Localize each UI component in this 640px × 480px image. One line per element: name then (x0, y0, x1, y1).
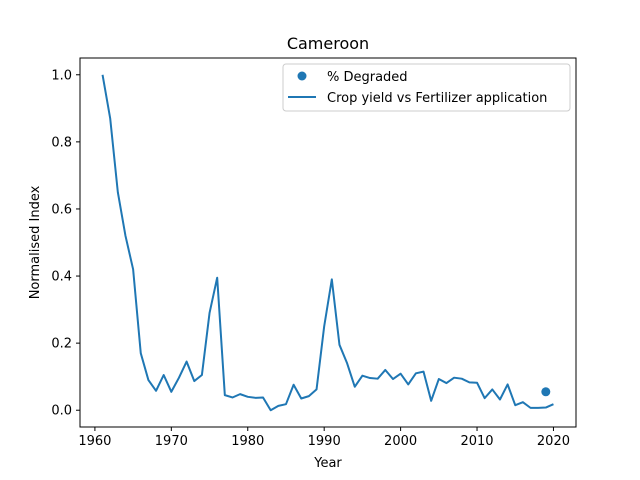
x-axis-label: Year (313, 456, 342, 471)
x-tick-label: 1960 (78, 434, 111, 449)
axes-frame (79, 57, 577, 428)
chart-title: Cameroon (287, 34, 369, 53)
y-tick-label: 0.0 (51, 404, 72, 419)
x-tick-label: 2020 (537, 434, 570, 449)
legend-marker-degraded (297, 71, 307, 81)
series-line-crop-yield (101, 74, 554, 412)
y-axis: 0.0 0.2 0.4 0.6 0.8 1.0 (51, 68, 80, 419)
x-tick-label: 1980 (231, 434, 264, 449)
y-axis-label: Normalised Index (28, 185, 43, 299)
legend-label-crop-yield: Crop yield vs Fertilizer application (327, 91, 547, 106)
x-tick-label: 2010 (460, 434, 493, 449)
y-tick-label: 0.2 (51, 337, 72, 352)
legend: % Degraded Crop yield vs Fertilizer appl… (282, 63, 571, 112)
scatter-point-degraded (541, 387, 551, 397)
y-tick-label: 1.0 (51, 68, 72, 83)
x-tick-label: 2000 (384, 434, 417, 449)
y-tick-label: 0.6 (51, 202, 72, 217)
y-tick-label: 0.4 (51, 270, 72, 285)
plot-area (101, 74, 554, 412)
x-tick-label: 1970 (155, 434, 188, 449)
legend-label-degraded: % Degraded (327, 70, 408, 85)
y-tick-label: 0.8 (51, 135, 72, 150)
legend-box (282, 63, 571, 112)
x-axis: 1960 1970 1980 1990 2000 2010 2020 (78, 427, 570, 449)
x-tick-label: 1990 (308, 434, 341, 449)
